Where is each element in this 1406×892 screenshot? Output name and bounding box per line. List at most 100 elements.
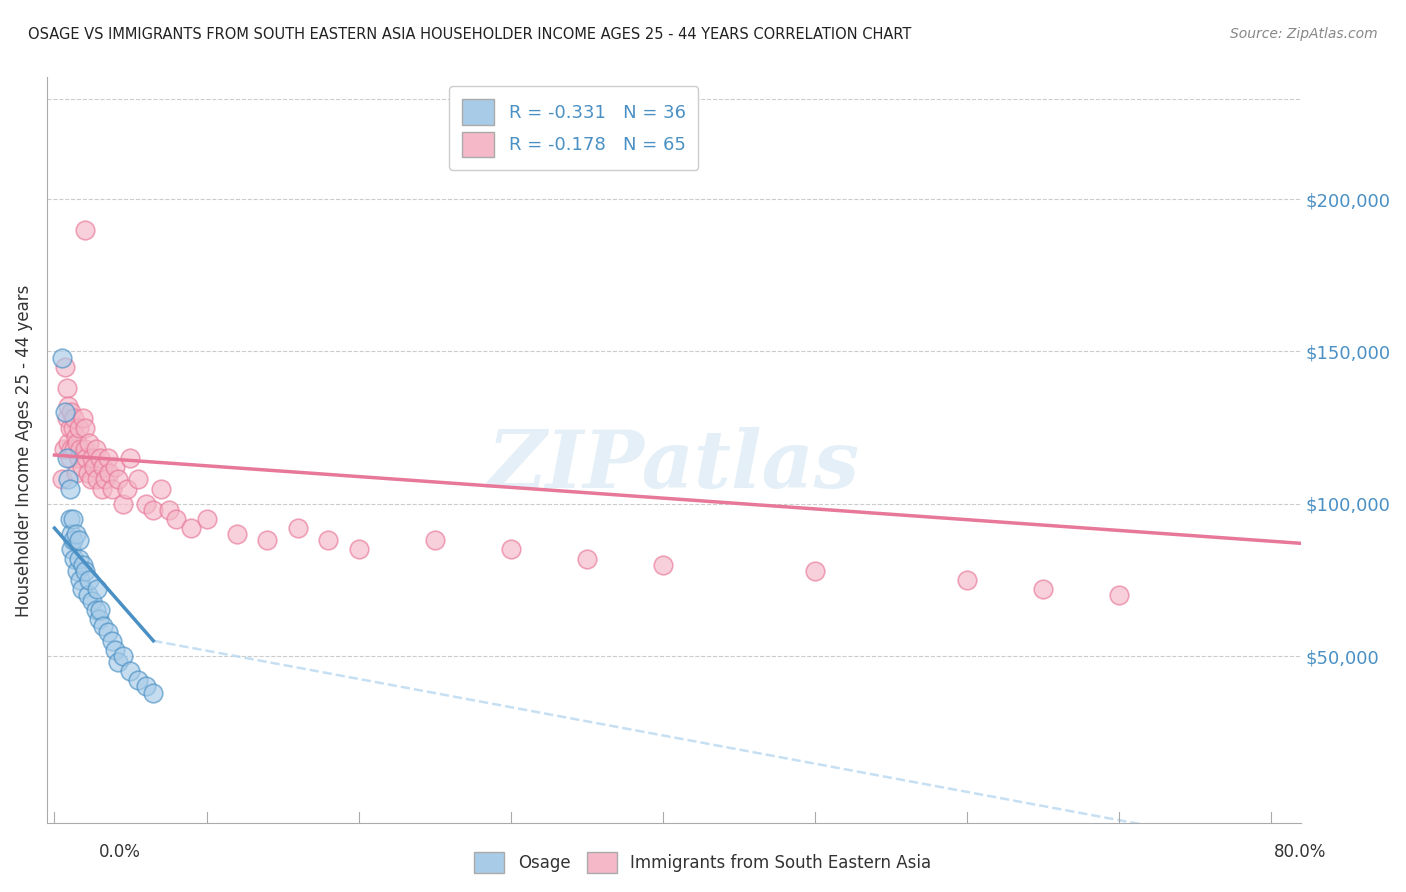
Point [65,430,87,444]
Point [73,223,96,237]
Point [91,618,114,632]
Point [60,527,83,541]
Point [67,420,90,434]
Point [66,564,89,578]
Point [75,451,97,466]
Point [98,467,121,481]
Point [55,451,77,466]
Point [423,533,446,548]
Point [91,460,114,475]
Point [63,442,86,456]
Point [86,582,108,596]
Point [60,542,83,557]
Point [180,521,202,535]
Point [120,451,142,466]
Point [73,420,96,434]
Point [90,482,112,496]
Point [86,472,108,486]
Point [67,451,90,466]
Point [120,664,142,678]
Point [101,482,124,496]
Point [53,359,76,374]
Text: OSAGE VS IMMIGRANTS FROM SOUTH EASTERN ASIA HOUSEHOLDER INCOME AGES 25 - 44 YEAR: OSAGE VS IMMIGRANTS FROM SOUTH EASTERN A… [28,27,911,42]
Point [149,482,172,496]
Text: Source: ZipAtlas.com: Source: ZipAtlas.com [1230,27,1378,41]
Point [51,351,73,365]
Point [59,420,82,434]
Point [59,482,82,496]
Point [72,411,94,425]
Point [499,542,522,557]
Point [104,460,127,475]
Point [225,527,247,541]
Point [142,503,165,517]
Point [135,497,157,511]
Point [79,573,101,587]
Point [127,673,149,688]
Point [89,451,111,466]
Point [256,533,278,548]
Point [59,512,82,526]
Point [53,405,76,419]
Point [55,411,77,425]
Text: 80.0%: 80.0% [1274,843,1327,861]
Point [56,400,79,414]
Point [84,603,107,617]
Point [63,551,86,566]
Point [803,564,825,578]
Y-axis label: Householder Income Ages 25 - 44 years: Householder Income Ages 25 - 44 years [15,285,32,616]
Point [89,603,111,617]
Point [97,624,120,639]
Point [87,612,110,626]
Point [195,512,218,526]
Point [70,582,93,596]
Point [55,381,77,395]
Legend: Osage, Immigrants from South Eastern Asia: Osage, Immigrants from South Eastern Asi… [468,846,938,880]
Point [111,497,134,511]
Point [82,594,104,608]
Point [62,420,84,434]
Point [69,442,91,456]
Point [575,551,598,566]
Point [84,442,107,456]
Point [60,442,83,456]
Text: ZIPatlas: ZIPatlas [488,426,860,504]
Point [135,680,157,694]
Point [67,551,90,566]
Point [142,685,165,699]
Point [60,405,83,419]
Point [52,442,75,456]
Point [651,558,673,572]
Legend: R = -0.331   N = 36, R = -0.178   N = 65: R = -0.331 N = 36, R = -0.178 N = 65 [449,87,699,170]
Point [51,472,73,486]
Point [63,411,86,425]
Point [59,451,82,466]
Point [77,467,100,481]
Point [93,472,115,486]
Point [82,451,104,466]
Point [127,472,149,486]
Point [56,435,79,450]
Point [67,533,90,548]
Point [107,472,129,486]
Point [77,588,100,602]
Point [165,512,187,526]
Point [83,460,105,475]
Point [62,533,84,548]
Point [69,573,91,587]
Point [70,460,93,475]
Point [104,643,127,657]
Point [65,527,87,541]
Text: 0.0%: 0.0% [98,843,141,861]
Point [73,442,96,456]
Point [65,467,87,481]
Point [117,482,139,496]
Point [316,533,339,548]
Point [66,435,89,450]
Point [97,451,120,466]
Point [56,472,79,486]
Point [1032,582,1054,596]
Point [79,435,101,450]
Point [101,633,124,648]
Point [62,512,84,526]
